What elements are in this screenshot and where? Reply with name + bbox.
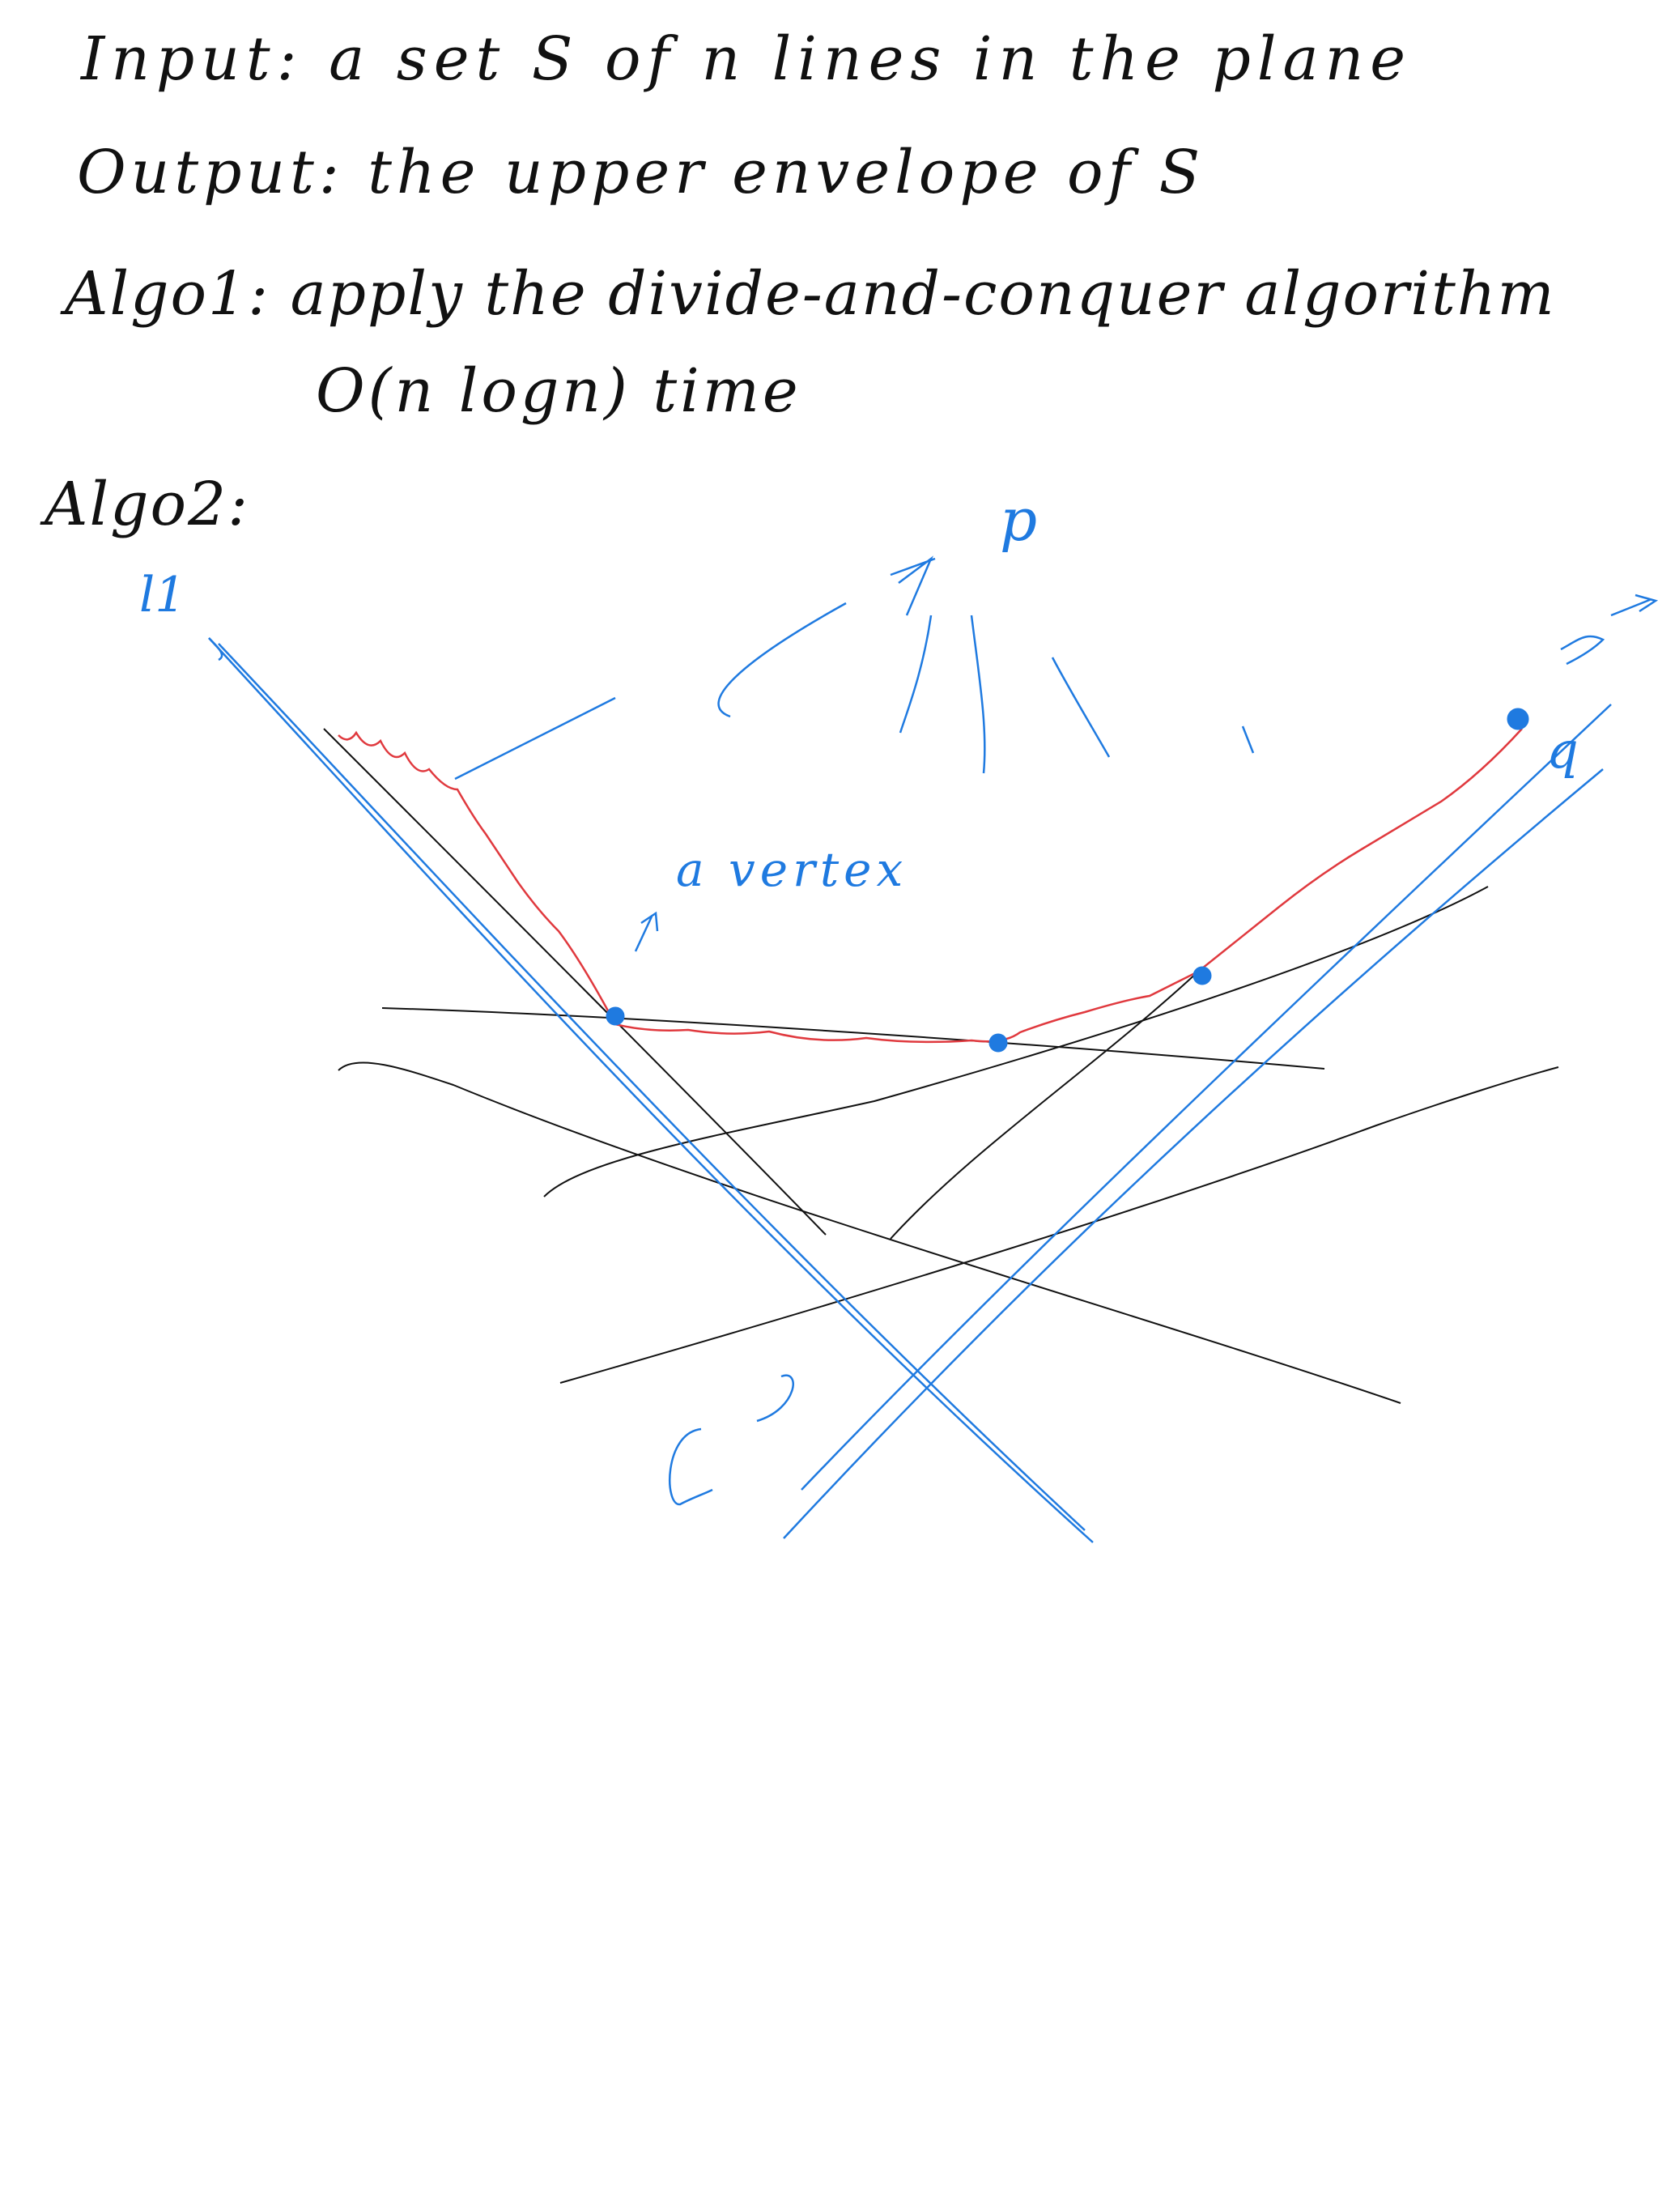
label-l1: l1 xyxy=(139,567,186,623)
blue-lines xyxy=(208,555,1658,1543)
line-steep-right xyxy=(890,971,1199,1240)
line-flat xyxy=(381,1007,1325,1070)
bottom-p-curl xyxy=(756,1374,794,1423)
black-lines xyxy=(323,728,1559,1404)
algo1-text: Algo1: apply the divide-and-conquer algo… xyxy=(65,259,1556,329)
arrow-right-top xyxy=(1610,593,1658,617)
algo2-heading: Algo2: xyxy=(45,470,250,539)
input-text: Input: a set S of n lines in the plane xyxy=(81,24,1413,94)
arrow-head-p xyxy=(890,555,936,616)
label-q: q xyxy=(1546,721,1579,780)
line-l1-double xyxy=(218,643,1086,1531)
vertex-3 xyxy=(1192,966,1212,985)
stroke-d xyxy=(1051,657,1111,758)
scribble-right xyxy=(1560,635,1605,666)
stroke-b xyxy=(899,615,933,734)
line-steep-left xyxy=(323,728,827,1236)
line-rising-blue-double xyxy=(801,704,1612,1491)
algo1-complexity: O(n logn) time xyxy=(316,356,801,426)
stroke-e xyxy=(1241,725,1255,754)
upper-arrow-p xyxy=(717,602,847,718)
vertices xyxy=(606,708,1529,1053)
label-p: p xyxy=(1000,486,1038,554)
output-text: Output: the upper envelope of S xyxy=(77,138,1205,207)
stroke-c xyxy=(970,615,986,774)
bottom-c xyxy=(669,1427,713,1506)
scribble-left xyxy=(208,637,223,661)
vertex-1 xyxy=(606,1006,625,1026)
upper-envelope xyxy=(338,728,1523,1044)
line-l1 xyxy=(208,637,1094,1543)
arrow-vertex xyxy=(634,911,659,952)
line-rising-2 xyxy=(559,1066,1559,1384)
stroke-a xyxy=(454,696,616,781)
line-rising-1 xyxy=(543,886,1489,1197)
vertex-4 xyxy=(1507,708,1529,730)
label-a-vertex: a vertex xyxy=(676,842,908,897)
line-falling xyxy=(338,1061,1401,1404)
vertex-2 xyxy=(988,1033,1008,1053)
line-rising-blue xyxy=(783,768,1604,1539)
